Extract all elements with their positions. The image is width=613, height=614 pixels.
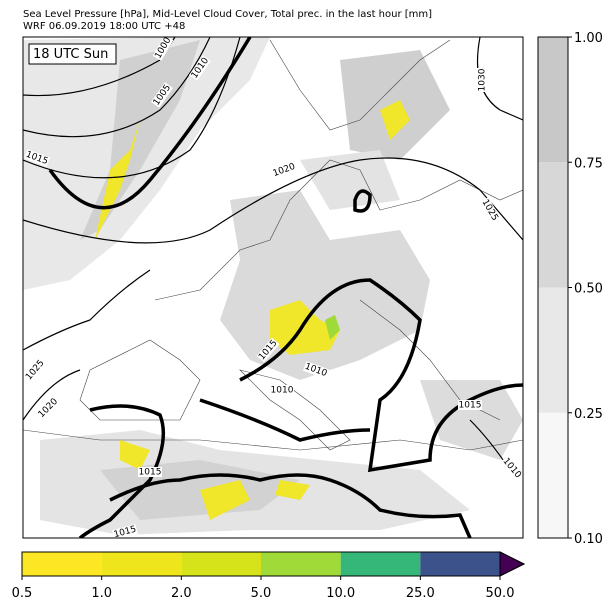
precip-colorbar: 0.5 1.0 2.0 5.0 10.0 25.0 50.0: [12, 551, 526, 601]
contour-label-bg: [303, 361, 329, 379]
colorbar-band: [261, 552, 341, 576]
tick-label: 0.5: [12, 586, 33, 601]
colorbar-frame: [21, 551, 526, 577]
tick-label: 10.0: [326, 586, 355, 601]
contour-label-bg: [270, 385, 294, 395]
tick-label: 0.25: [574, 407, 603, 422]
contour-label-bg: [24, 149, 50, 167]
tick-label: 5.0: [251, 586, 272, 601]
tick-label: 50.0: [486, 586, 515, 601]
contour-label-bg: [35, 395, 61, 421]
title: Sea Level Pressure [hPa], Mid-Level Clou…: [23, 9, 432, 20]
colorbar-band: [420, 552, 500, 576]
tick-label: 0.75: [574, 156, 603, 171]
contour-label-bg: [256, 337, 280, 363]
tick-label: 1.00: [574, 31, 603, 46]
map: 1000100510101015102010251030101510101010…: [22, 35, 524, 540]
subtitle: WRF 06.09.2019 18:00 UTC +48: [23, 21, 185, 32]
tick-label: 1.0: [91, 586, 112, 601]
contour-label-bg: [23, 357, 47, 383]
contour-label: 1015: [459, 401, 482, 411]
colorbar-band: [538, 287, 568, 413]
contour-label-bg: [152, 35, 174, 61]
contour-label-bg: [479, 197, 501, 223]
time-label: 18 UTC Sun: [33, 47, 108, 62]
colorbar-band: [101, 552, 182, 576]
contour-label-bg: [138, 467, 162, 477]
tick-label: 2.0: [171, 586, 192, 601]
contour-label: 1030: [478, 68, 488, 91]
contour-label-bg: [271, 161, 297, 179]
coastlines: [23, 39, 523, 451]
colorbar-band: [340, 552, 421, 576]
isobars: [23, 37, 523, 471]
contour-label-bg: [151, 82, 173, 108]
tick-label: 25.0: [406, 586, 435, 601]
time-label-box: [28, 43, 117, 65]
colorbar-band: [22, 552, 102, 576]
colorbar-extend: [499, 551, 526, 577]
colorbar-band: [538, 162, 568, 288]
contour-label-bg: [500, 455, 524, 481]
precipitation-heavy: [325, 315, 340, 340]
colorbar-band: [538, 412, 568, 538]
contour-label-bg: [458, 400, 482, 410]
colorbar-band: [181, 552, 261, 576]
contour-label: 1010: [271, 386, 294, 396]
colorbar-band: [538, 37, 568, 163]
contour-label-bg: [477, 68, 487, 92]
contour-label-bg: [112, 524, 138, 540]
map-frame: [22, 36, 524, 539]
tick-label: 0.50: [574, 282, 603, 297]
tick-label: 0.10: [574, 532, 603, 547]
contour-label: 1015: [139, 468, 162, 478]
precipitation: [95, 100, 410, 520]
isobar-1010: [48, 37, 523, 538]
cloud-colorbar: 0.10 0.25 0.50 0.75 1.00: [537, 31, 603, 547]
contour-label-bg: [189, 55, 211, 81]
